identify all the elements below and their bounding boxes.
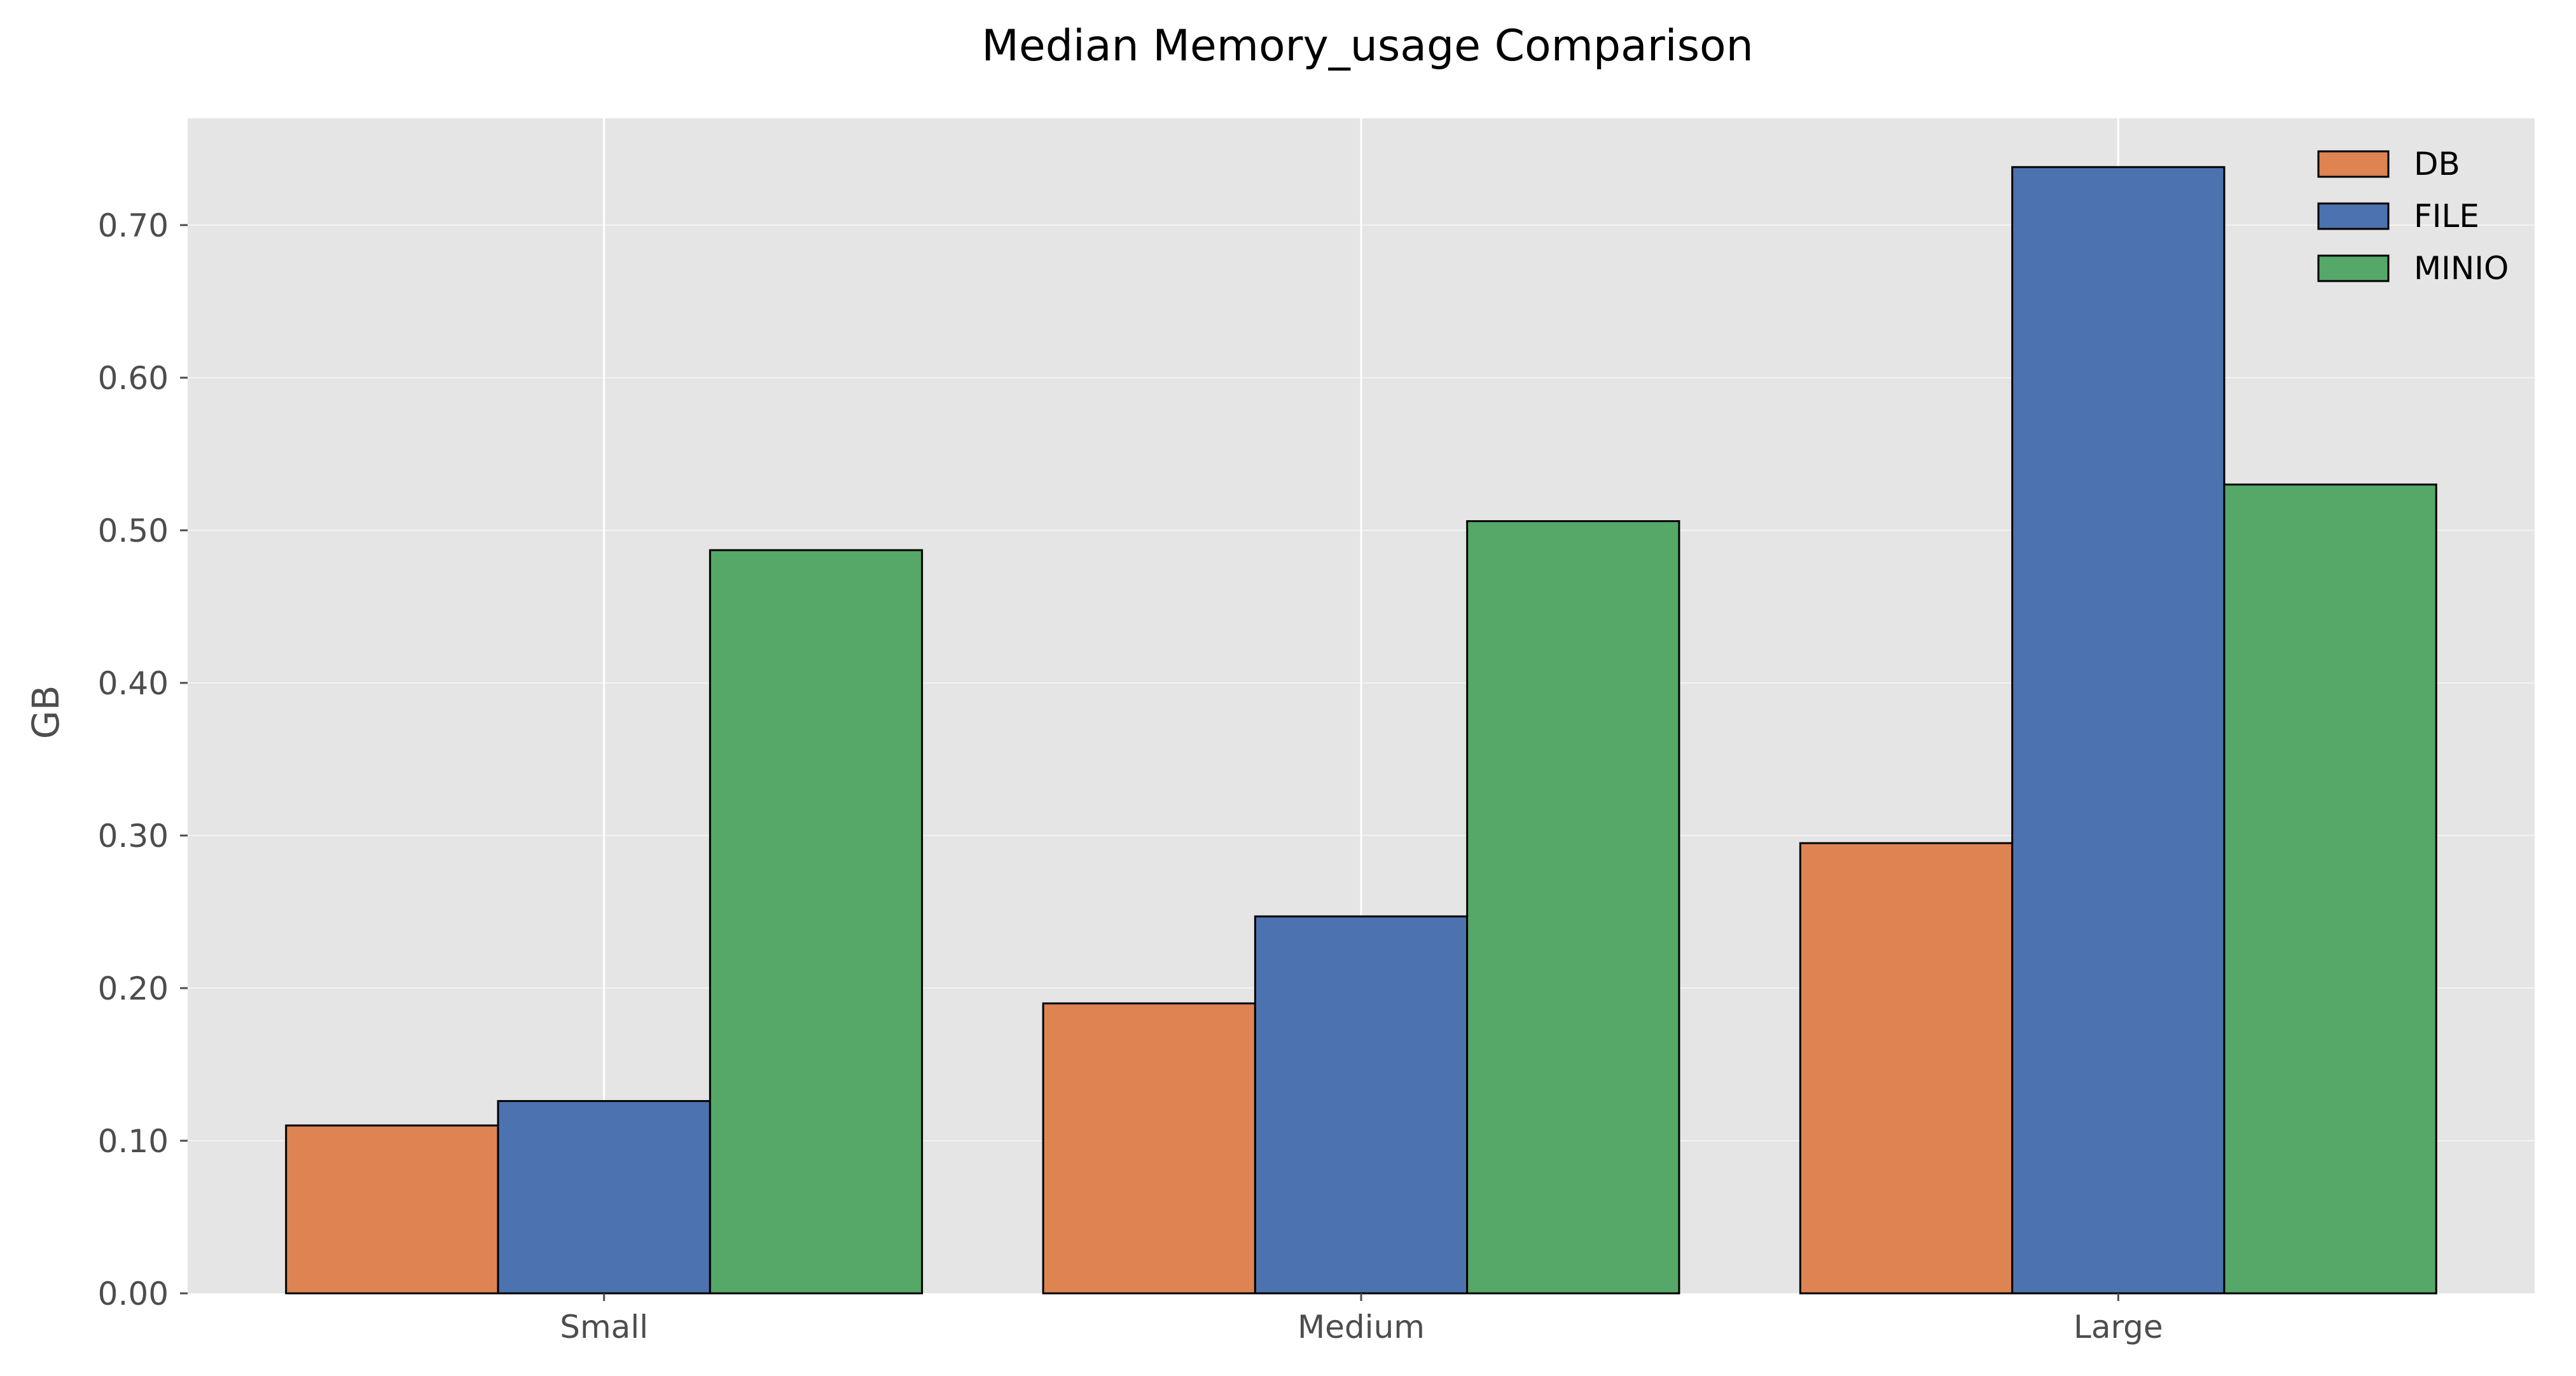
legend-swatch-db [2317, 150, 2390, 178]
y-tick-label: 0.30 [98, 818, 169, 855]
y-tick-label: 0.40 [98, 665, 169, 702]
y-tick-label: 0.00 [98, 1276, 169, 1312]
bar-db-medium [1042, 1002, 1256, 1295]
bar-file-medium [1254, 915, 1469, 1295]
bar-db-small [285, 1124, 499, 1295]
legend-swatch-file [2317, 202, 2390, 230]
bars [285, 166, 2437, 1295]
legend-swatch-minio [2317, 254, 2390, 282]
bar-db-large [1799, 842, 2014, 1295]
chart-title: Median Memory_usage Comparison [981, 21, 1753, 71]
x-tick-label: Large [2074, 1309, 2163, 1345]
bar-minio-medium [1466, 520, 1680, 1295]
x-tick-label: Small [560, 1309, 648, 1345]
x-axis-ticks: Small Medium Large [560, 1293, 2163, 1345]
y-axis-ticks: 0.00 0.10 0.20 0.30 0.40 0.50 0.60 0.70 [98, 207, 188, 1312]
legend-label-file: FILE [2414, 198, 2479, 235]
y-tick-label: 0.70 [98, 207, 169, 244]
legend-label-db: DB [2414, 146, 2460, 182]
bar-file-large [2011, 166, 2226, 1295]
y-tick-label: 0.20 [98, 970, 169, 1007]
bar-file-small [497, 1100, 711, 1295]
y-tick-label: 0.10 [98, 1123, 169, 1160]
y-tick-label: 0.60 [98, 360, 169, 397]
legend-label-minio: MINIO [2414, 250, 2509, 287]
x-tick-label: Medium [1298, 1309, 1425, 1345]
y-axis-label: GB [24, 685, 67, 740]
legend: DB FILE MINIO [2317, 146, 2509, 287]
bar-minio-large [2223, 483, 2437, 1295]
bar-minio-small [709, 549, 924, 1295]
y-tick-label: 0.50 [98, 513, 169, 549]
